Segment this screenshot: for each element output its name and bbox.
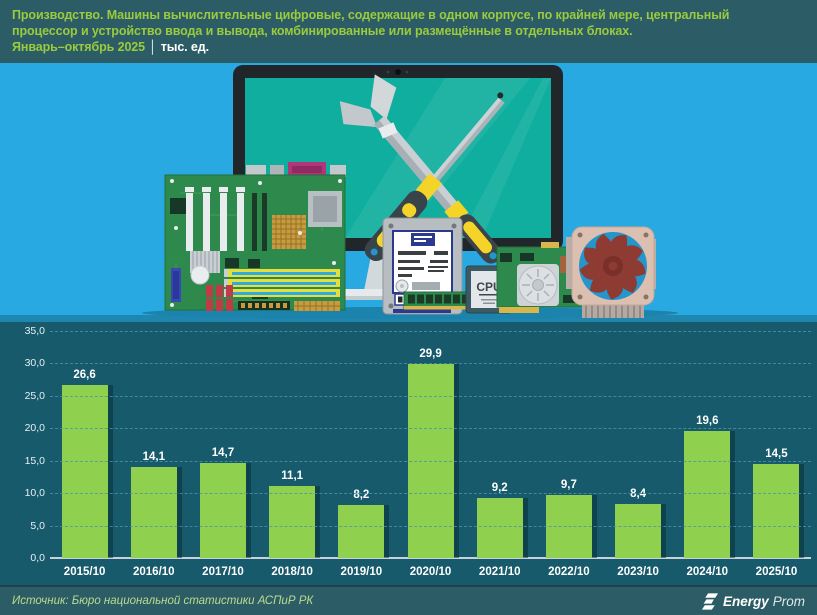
bar-slot: 14,7 (188, 331, 257, 558)
bar-slot: 9,2 (465, 331, 534, 558)
bar-slot: 8,2 (327, 331, 396, 558)
bar-2019/10 (338, 504, 385, 558)
x-axis-labels: 2015/10 2016/10 2017/10 2018/10 2019/10 2020/… (50, 558, 811, 578)
y-axis-tick-label: 30,0 (24, 357, 45, 370)
period-line: Январь–октябрь 2025 │ тыс. ед. (12, 39, 805, 55)
y-axis-tick-label: 5,0 (30, 519, 45, 532)
bar-value-label: 19,6 (696, 414, 719, 427)
y-axis-tick-label: 15,0 (24, 454, 45, 467)
bar-slot: 11,1 (258, 331, 327, 558)
bar-value-label: 9,7 (560, 479, 577, 492)
y-axis-tick-label: 0,0 (30, 552, 45, 564)
sata-ports (206, 285, 233, 311)
x-axis-label: 2023/10 (617, 566, 659, 578)
x-axis-label: 2021/10 (478, 566, 521, 578)
energyprom-logo: Energy Prom (700, 592, 805, 610)
y-axis-tick-label: 35,0 (24, 325, 45, 337)
bar-2017/10 (199, 462, 246, 558)
motherboard-icon (164, 162, 346, 311)
ram-slots (224, 269, 340, 297)
gridline (50, 363, 811, 365)
x-axis-label: 2024/10 (686, 566, 729, 578)
header: Производство. Машины вычислительные цифр… (0, 0, 817, 63)
gridline (50, 428, 811, 430)
gridline (50, 525, 811, 527)
x-axis-label: 2018/10 (271, 566, 313, 578)
bar-slot: 9,7 (534, 331, 603, 558)
bar-2018/10 (269, 486, 316, 558)
bar-value-label: 26,6 (73, 369, 96, 382)
period-label: Январь–октябрь 2025 (12, 40, 146, 54)
bar-value-label: 14,7 (211, 446, 235, 459)
bar-2021/10 (476, 498, 523, 558)
page-title-line-1: Производство. Машины вычислительные цифр… (12, 8, 730, 22)
gridline (50, 395, 811, 397)
bar-value-label: 29,9 (419, 348, 442, 361)
footer: Источник: Бюро национальной статистики А… (0, 585, 817, 615)
page-title-line-2: процессор и устройство ввода и вывода, к… (12, 24, 633, 38)
x-axis-label: 2019/10 (340, 566, 383, 578)
gridline (50, 331, 811, 332)
logo-text-prom: Prom (772, 593, 805, 609)
illustration-stage: CPU (0, 63, 817, 322)
x-axis-label: 2025/10 (755, 566, 798, 578)
plot-area: 26,6 14,1 14,7 11,1 8,2 29,9 9,2 9,7 8,4 19,6 14,5… (25, 325, 811, 564)
bar-2024/10 (684, 430, 731, 558)
bar-slot: 14,5 (742, 331, 811, 558)
x-axis-label: 2020/10 (409, 566, 452, 578)
separator: │ (149, 40, 157, 54)
bar-2015/10 (61, 385, 108, 558)
gridline (50, 493, 811, 495)
bar-slot: 26,6 (50, 331, 119, 558)
wrench-icon (339, 74, 502, 264)
bar-value-label: 14,1 (142, 450, 165, 463)
logo-text-energy: Energy (722, 593, 769, 609)
units-label: тыс. ед. (160, 40, 209, 54)
cpu-label: CPU (476, 280, 501, 294)
bar-slot: 8,4 (604, 331, 673, 558)
bar-value-label: 9,2 (491, 482, 508, 495)
y-axis-tick-label: 25,0 (24, 389, 45, 402)
gridline (50, 460, 811, 462)
x-axis-label: 2015/10 (63, 566, 106, 578)
bar-slot: 29,9 (396, 331, 465, 558)
x-axis-label: 2017/10 (202, 566, 244, 578)
bar-slot: 19,6 (673, 331, 742, 558)
computer-hardware-illustration: CPU (0, 65, 817, 322)
bar-chart: 26,6 14,1 14,7 11,1 8,2 29,9 9,2 9,7 8,4 19,6 14,5… (0, 322, 817, 585)
bar-2016/10 (130, 466, 177, 558)
x-axis-label: 2016/10 (132, 566, 175, 578)
energyprom-logo-icon (701, 592, 719, 610)
bar-2023/10 (615, 503, 662, 558)
bar-value-label: 14,5 (765, 447, 788, 460)
cooling-fan-icon (566, 226, 656, 318)
bar-value-label: 11,1 (281, 470, 304, 483)
y-axis-tick-label: 20,0 (24, 422, 45, 435)
x-axis-label: 2022/10 (548, 566, 590, 578)
ram-icon (403, 291, 481, 310)
bar-2025/10 (753, 463, 800, 558)
bar-value-label: 8,2 (353, 488, 370, 501)
bar-slot: 14,1 (119, 331, 188, 558)
y-axis-tick-label: 10,0 (24, 487, 45, 500)
fan-blades (579, 233, 646, 300)
source-note: Источник: Бюро национальной статистики А… (12, 595, 314, 607)
x-axis-line (50, 557, 811, 559)
bars-container: 26,6 14,1 14,7 11,1 8,2 29,9 9,2 9,7 8,4 19,6 14,5 (50, 331, 811, 558)
